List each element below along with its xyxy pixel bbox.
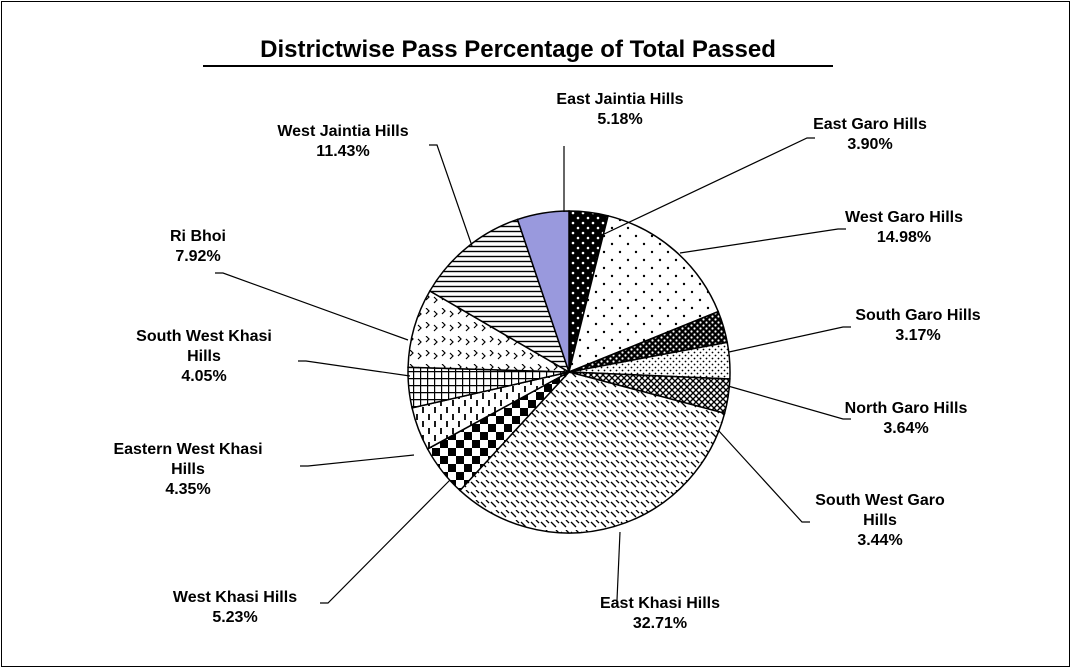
- slice-value-label: 3.90%: [847, 136, 892, 153]
- leader-line-west-khasi-hills: [320, 480, 450, 603]
- slice-value-label: 4.35%: [165, 481, 210, 498]
- slice-value-label: 5.23%: [212, 609, 257, 626]
- chart-title: Districtwise Pass Percentage of Total Pa…: [260, 36, 776, 63]
- slice-value-label: 3.17%: [895, 327, 940, 344]
- slice-name-label: Hills: [863, 512, 897, 529]
- slice-value-label: 3.64%: [883, 420, 928, 437]
- slice-name-label: East Jaintia Hills: [556, 91, 683, 108]
- leader-line-south-garo-hills: [729, 327, 851, 352]
- slice-value-label: 3.44%: [857, 532, 902, 549]
- slice-name-label: West Khasi Hills: [173, 589, 297, 606]
- leader-line-south-west-khasi-hills: [298, 361, 410, 376]
- leader-line-south-west-garo-hills: [718, 430, 810, 522]
- pie-slices: [408, 211, 730, 533]
- slice-name-label: West Jaintia Hills: [277, 123, 408, 140]
- leader-line-north-garo-hills: [728, 386, 851, 419]
- slice-name-label: Hills: [187, 348, 221, 365]
- slice-value-label: 4.05%: [181, 368, 226, 385]
- slice-value-label: 14.98%: [877, 229, 931, 246]
- leader-line-west-garo-hills: [680, 229, 846, 253]
- slice-name-label: Hills: [171, 461, 205, 478]
- slice-name-label: South West Garo: [815, 492, 945, 509]
- leader-line-eastern-west-khasi-hills: [300, 455, 414, 466]
- leader-line-east-garo-hills: [600, 138, 815, 236]
- slice-name-label: East Khasi Hills: [600, 595, 720, 612]
- slice-name-label: Eastern West Khasi: [113, 441, 262, 458]
- leader-line-west-jaintia-hills: [429, 145, 472, 246]
- slice-name-label: West Garo Hills: [845, 209, 963, 226]
- leader-line-east-khasi-hills: [617, 532, 620, 600]
- slice-value-label: 32.71%: [633, 615, 687, 632]
- slice-name-label: North Garo Hills: [845, 400, 968, 417]
- slice-value-label: 7.92%: [175, 248, 220, 265]
- slice-name-label: South West Khasi: [136, 328, 272, 345]
- slice-value-label: 11.43%: [316, 143, 369, 160]
- slice-name-label: Ri Bhoi: [170, 228, 226, 245]
- slice-name-label: East Garo Hills: [813, 116, 927, 133]
- slice-value-label: 5.18%: [597, 111, 642, 128]
- slice-name-label: South Garo Hills: [855, 307, 980, 324]
